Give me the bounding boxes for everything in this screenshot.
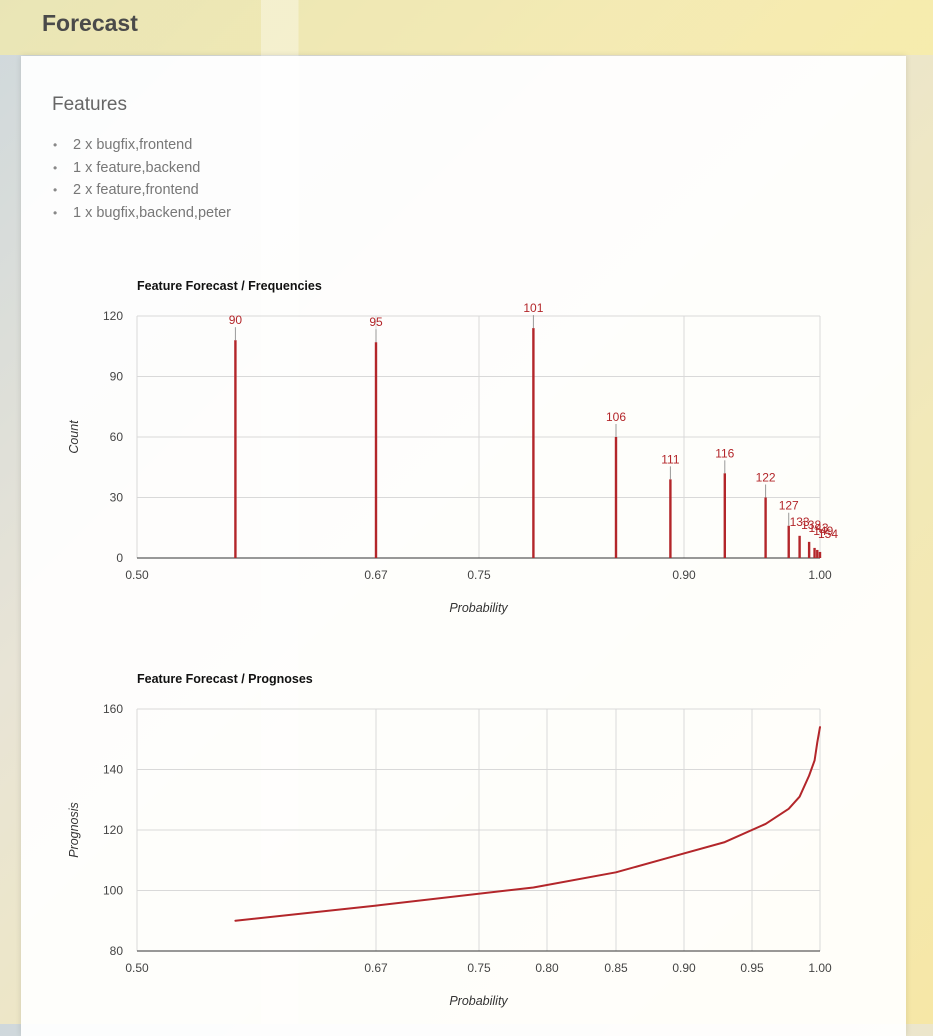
x-axis-label: Probability: [449, 601, 508, 615]
bar-value-label: 122: [756, 471, 776, 485]
y-tick-label: 60: [110, 430, 124, 444]
bar-value-label: 154: [818, 527, 838, 541]
bar-value-label: 116: [715, 446, 734, 460]
bar-value-label: 106: [606, 410, 626, 424]
x-tick-label: 0.50: [125, 961, 149, 975]
frequencies-chart: Feature Forecast / Frequencies 0 30 60 90 120…: [67, 279, 838, 615]
feature-item: 1 x feature,backend: [52, 157, 231, 180]
frequency-bar: [374, 342, 378, 558]
page-header: Forecast: [0, 0, 933, 56]
feature-item: 2 x bugfix,frontend: [52, 134, 231, 157]
y-tick-label: 120: [103, 823, 123, 837]
features-heading: Features: [52, 94, 127, 115]
bar-value-label: 127: [779, 499, 799, 513]
frequency-bar: [532, 328, 535, 558]
x-tick-label: 1.00: [808, 568, 832, 582]
frequency-bar: [818, 551, 822, 558]
x-tick-label: 0.95: [740, 961, 764, 975]
chart-title: Feature Forecast / Frequencies: [137, 279, 322, 293]
y-tick-label: 80: [110, 944, 124, 958]
frequency-bar: [764, 497, 767, 558]
x-axis-label: Probability: [449, 994, 508, 1008]
y-axis-label: Prognosis: [67, 802, 81, 858]
prognosis-line: [234, 726, 821, 922]
frequency-bar: [669, 479, 672, 558]
y-tick-label: 140: [103, 763, 123, 777]
frequency-bar: [807, 541, 811, 558]
feature-item: 2 x feature,frontend: [52, 179, 231, 202]
x-tick-label: 0.90: [672, 961, 696, 975]
frequency-bar: [813, 547, 816, 558]
feature-list: 2 x bugfix,frontend 1 x feature,backend …: [52, 134, 231, 225]
bar-value-label: 101: [523, 301, 543, 315]
x-tick-label: 0.50: [125, 568, 149, 582]
bar-value-label: 90: [229, 313, 243, 327]
y-tick-label: 160: [103, 702, 123, 716]
frequency-bar: [798, 535, 801, 558]
frequency-bar: [234, 340, 237, 558]
x-tick-label: 0.67: [364, 568, 388, 582]
x-tick-label: 1.00: [808, 961, 832, 975]
frequency-bar: [787, 525, 790, 558]
frequency-bar: [816, 549, 819, 558]
bar-value-label: 133: [790, 515, 810, 529]
x-tick-label: 0.67: [364, 961, 388, 975]
y-tick-label: 100: [103, 884, 123, 898]
bar-value-label: 95: [369, 315, 383, 329]
x-tick-label: 0.85: [604, 961, 628, 975]
x-tick-label: 0.80: [535, 961, 559, 975]
x-tick-label: 0.90: [672, 568, 696, 582]
x-tick-label: 0.75: [467, 568, 491, 582]
frequency-bar: [614, 437, 618, 558]
bar-value-label: 143: [809, 521, 829, 535]
feature-item: 1 x bugfix,backend,peter: [52, 202, 231, 225]
chart-title: Feature Forecast / Prognoses: [137, 672, 313, 686]
forecast-card: Features 2 x bugfix,frontend 1 x feature…: [21, 56, 906, 1036]
y-tick-label: 0: [116, 551, 123, 565]
bar-value-label: 111: [661, 452, 680, 466]
y-tick-label: 30: [110, 491, 124, 505]
y-tick-label: 120: [103, 309, 123, 323]
frequency-bar: [723, 473, 726, 558]
prognoses-chart: Feature Forecast / Prognoses 80 100 120 140 1…: [67, 672, 832, 1008]
page-title: Forecast: [42, 10, 138, 36]
y-tick-label: 90: [110, 370, 124, 384]
bar-value-label: 138: [801, 518, 821, 532]
bar-value-label: 149: [813, 524, 833, 538]
y-axis-label: Count: [67, 420, 81, 454]
x-tick-label: 0.75: [467, 961, 491, 975]
